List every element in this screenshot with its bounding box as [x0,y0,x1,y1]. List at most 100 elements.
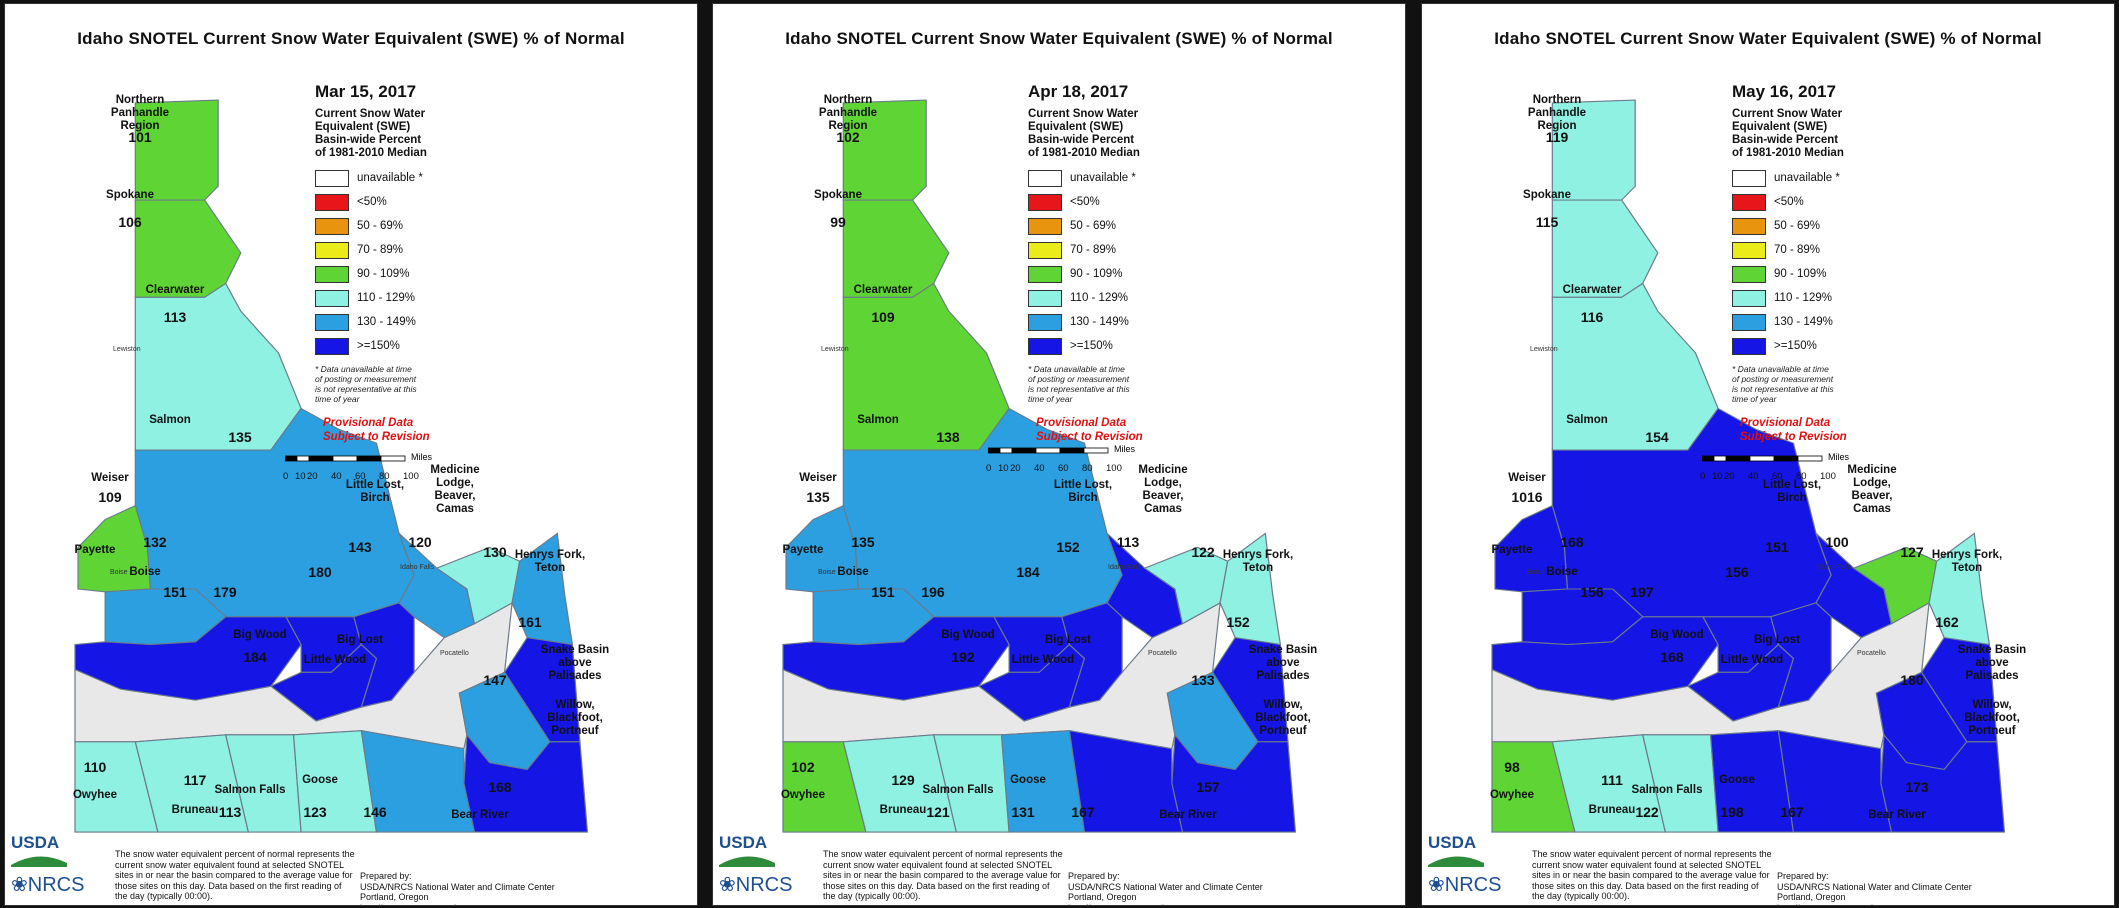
city-label: Boise [110,569,128,576]
scale-tick-label: 40 [331,471,342,482]
basin-name-willow: Willow, Blackfoot, Portneuf [1255,699,1311,737]
basin-name-henrys-fork: Henrys Fork, Teton [1222,549,1294,574]
basin-name-bear-river: Bear River [1868,809,1926,821]
legend-label: <50% [1070,196,1100,208]
legend-heading: Current Snow Water Equivalent (SWE) Basin-… [315,108,427,159]
basin-value-medicine-lodge: 100 [1825,534,1849,550]
legend-row: 70 - 89% [1732,238,1902,262]
basin-value-little-lost: 143 [348,539,372,555]
legend-label: >=150% [1070,340,1113,352]
legend-row: unavailable * [315,166,485,190]
basin-value-clearwater: 116 [1580,309,1604,325]
legend-heading: Current Snow Water Equivalent (SWE) Basin-… [1028,108,1140,159]
city-label: Boise [1527,569,1545,576]
basin-name-owyhee: Owyhee [1489,789,1535,801]
idaho-basin-map [1491,99,2006,833]
usda-nrcs-logo: USDA ❀NRCS [11,833,85,896]
basin-value-salmon-falls: 113 [218,804,242,820]
basin-value-big-lost: 184 [1016,564,1040,580]
basin-name-weiser: Weiser [1508,472,1546,484]
basin-value-big-wood: 197 [1630,584,1654,600]
basin-value-bruneau: 129 [891,772,915,788]
scale-tick-label: 0 [283,471,289,482]
basin-name-goose: Goose [1719,774,1755,786]
basin-name-big-wood: Big Wood [233,629,287,641]
basin-name-clearwater: Clearwater [145,284,205,296]
legend-row: 50 - 69% [1732,214,1902,238]
basin-name-little-lost: Little Lost, Birch [1053,479,1113,504]
basin-name-northern-panhandle: Northern Panhandle Region [110,94,170,132]
scale-tick-label: 80 [1796,471,1807,482]
scale-bar: Miles 0 10 20 40 60 80 100 [986,444,1148,474]
legend-swatch [315,289,349,307]
basin-name-big-lost: Big Lost [337,634,383,646]
basin-weiser [1494,504,1569,593]
basin-value-boise: 156 [1580,584,1604,600]
legend-row: 50 - 69% [315,214,485,238]
legend-label: 50 - 69% [1070,220,1117,232]
basin-value-payette: 132 [143,534,167,550]
provisional-notice: Provisional Data Subject to Revision [1036,417,1143,443]
legend-row: 70 - 89% [315,238,485,262]
basin-name-boise: Boise [837,566,869,578]
basin-name-bear-river: Bear River [451,809,509,821]
basin-name-willow: Willow, Blackfoot, Portneuf [547,699,603,737]
footer: USDA ❀NRCS The snow water equivalent perce… [5,825,697,905]
city-label: Lewiston [821,346,849,353]
map-panel-mar: Idaho SNOTEL Current Snow Water Equivale… [4,3,698,906]
basin-name-little-wood: Little Wood [1720,654,1784,666]
basin-name-medicine-lodge: Medicine Lodge, Beaver, Camas [430,464,480,515]
svg-text:Miles: Miles [1114,444,1136,454]
legend-swatch [1732,265,1766,283]
legend-label: >=150% [1774,340,1817,352]
basin-value-goose: 198 [1720,804,1744,820]
basin-raft [1777,729,1893,833]
legend-row: 110 - 129% [1732,286,1902,310]
basin-name-owyhee: Owyhee [780,789,826,801]
legend-row: <50% [315,190,485,214]
basin-value-boise: 151 [163,584,187,600]
basin-value-little-wood: 192 [951,649,975,665]
scale-tick-label: 10 [998,463,1009,474]
basin-name-bruneau: Bruneau [879,804,927,816]
basin-name-little-wood: Little Wood [1011,654,1075,666]
basin-value-boise: 151 [871,584,895,600]
legend-swatch [315,241,349,259]
basin-value-bruneau: 111 [1601,772,1623,788]
basin-value-big-lost: 180 [308,564,332,580]
basin-name-snake-palisades: Snake Basin above Palisades [540,644,610,682]
basin-value-snake-palisades: 162 [1935,614,1959,630]
basin-name-medicine-lodge: Medicine Lodge, Beaver, Camas [1138,464,1188,515]
basin-name-northern-panhandle: Northern Panhandle Region [1527,94,1587,132]
legend-swatch [315,265,349,283]
basin-value-bear-river: 173 [1905,779,1929,795]
basin-name-snake-palisades: Snake Basin above Palisades [1248,644,1318,682]
footer-prepared-by: Prepared by: USDA/NRCS National Water and… [360,871,555,905]
basin-raft [360,729,476,833]
basin-value-medicine-lodge: 113 [1116,534,1140,550]
scale-tick-label: 10 [295,471,306,482]
legend-swatch [1732,169,1766,187]
basin-value-weiser: 109 [98,489,122,505]
basin-name-northern-panhandle: Northern Panhandle Region [818,94,878,132]
basin-name-bruneau: Bruneau [1588,804,1636,816]
legend-swatch [1028,193,1062,211]
scale-tick-label: 10 [1712,471,1723,482]
basin-northern-panhandle [1551,99,1636,201]
legend-row: unavailable * [1028,166,1198,190]
basin-name-little-lost: Little Lost, Birch [345,479,405,504]
city-label: Pocatello [1857,650,1886,657]
usda-nrcs-logo: USDA ❀NRCS [719,833,793,896]
basin-value-henrys-fork: 130 [483,544,507,560]
legend-label: <50% [1774,196,1804,208]
basin-name-little-wood: Little Wood [303,654,367,666]
basin-name-goose: Goose [302,774,338,786]
basin-name-spokane: Spokane [1523,189,1571,201]
basin-value-salmon-falls: 121 [926,804,950,820]
basin-name-medicine-lodge: Medicine Lodge, Beaver, Camas [1847,464,1897,515]
basin-value-big-wood: 196 [921,584,945,600]
basin-name-clearwater: Clearwater [853,284,913,296]
scale-tick-label: 40 [1034,463,1045,474]
legend: Apr 18, 2017 Current Snow Water Equivalent… [1028,82,1198,444]
legend-row: 130 - 149% [315,310,485,334]
